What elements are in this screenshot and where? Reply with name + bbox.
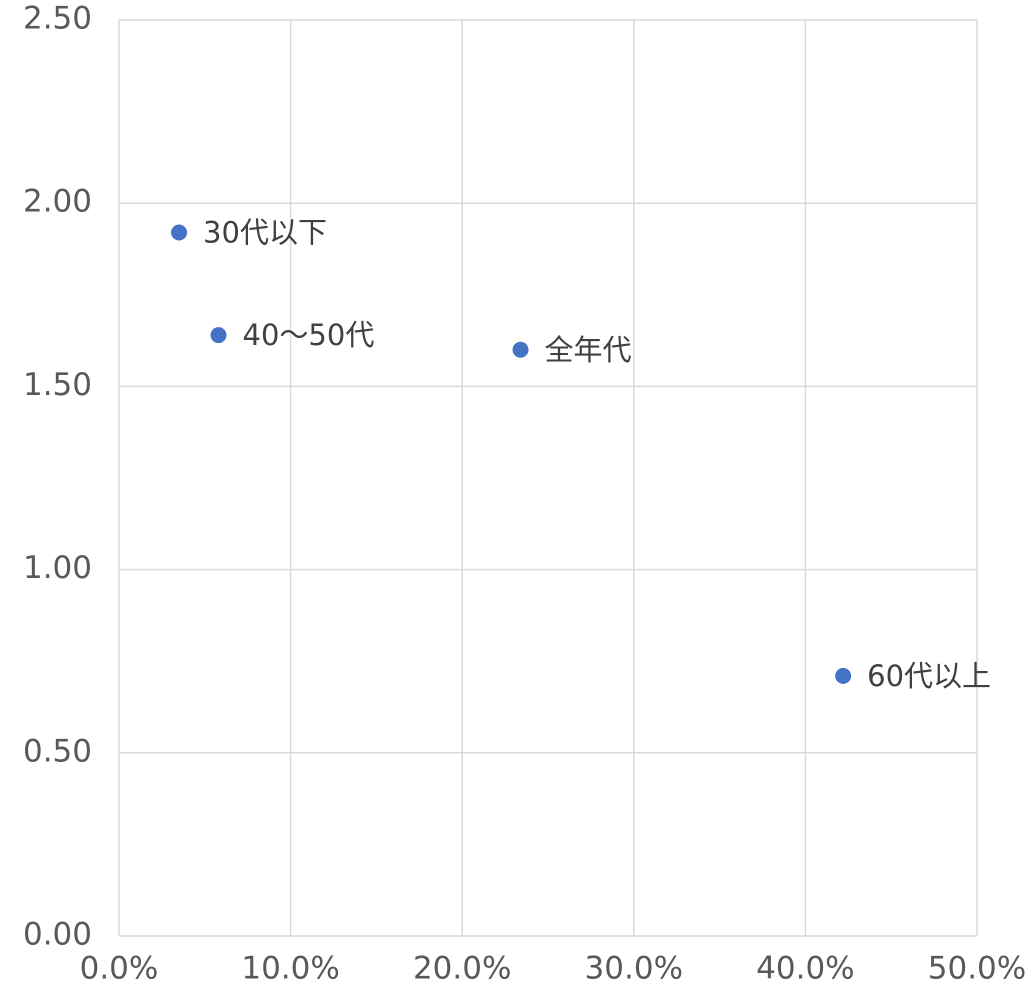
- x-tick-label: 40.0%: [756, 951, 854, 987]
- point-label: 全年代: [545, 333, 632, 367]
- point: [210, 327, 227, 344]
- y-tick-label: 2.00: [23, 184, 92, 220]
- y-tick-label: 1.00: [23, 550, 92, 586]
- point: [512, 341, 529, 358]
- point: [171, 224, 188, 241]
- y-tick-label: 0.00: [23, 917, 92, 953]
- x-tick-label: 0.0%: [80, 951, 159, 987]
- x-tick-label: 20.0%: [413, 951, 511, 987]
- point-label: 60代以上: [867, 659, 991, 693]
- point-label: 30代以下: [203, 216, 327, 250]
- y-tick-label: 1.50: [23, 367, 92, 403]
- point: [835, 667, 852, 684]
- point-label: 40～50代: [243, 318, 375, 352]
- x-tick-label: 30.0%: [585, 951, 683, 987]
- y-tick-label: 2.50: [23, 1, 92, 37]
- x-tick-label: 50.0%: [928, 951, 1026, 987]
- x-tick-label: 10.0%: [241, 951, 339, 987]
- y-tick-label: 0.50: [23, 733, 92, 769]
